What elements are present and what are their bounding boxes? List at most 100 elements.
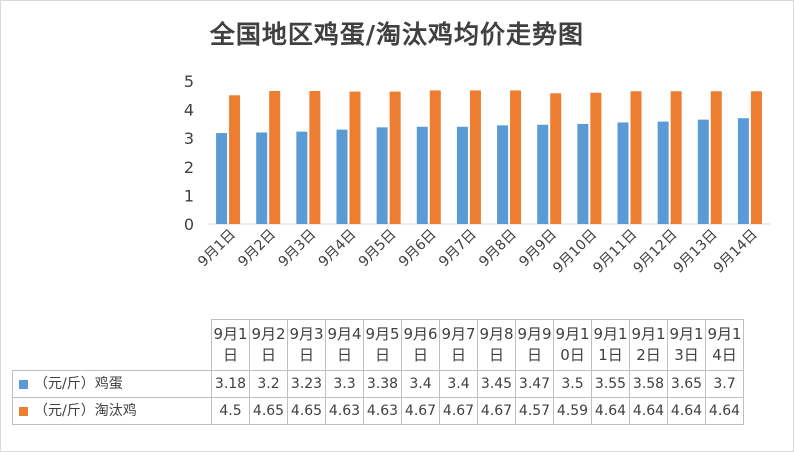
table-header-cell: 9月14日 (705, 319, 744, 371)
bar-egg (697, 119, 709, 224)
table-cell: 4.64 (667, 397, 706, 425)
bar-hen (349, 91, 361, 224)
table-cell: 3.4 (401, 370, 440, 398)
bar-hen (429, 90, 441, 224)
table-cell: 3.58 (629, 370, 668, 398)
table-cell: 4.64 (629, 397, 668, 425)
bar-egg (216, 133, 228, 224)
bar-egg (497, 125, 509, 224)
legend-label: （元/斤）鸡蛋 (34, 376, 123, 392)
bar-egg (537, 124, 549, 224)
bar-hen (630, 91, 642, 225)
table-cell: 4.65 (287, 397, 326, 425)
x-tick-label: 9月11日 (590, 227, 640, 277)
table-cell: 4.63 (363, 397, 402, 425)
bar-egg (256, 132, 268, 224)
table-cell: 4.64 (705, 397, 744, 425)
bar-egg (577, 123, 589, 224)
bar-egg (416, 126, 428, 224)
table-cell: 3.3 (325, 370, 364, 398)
bar-hen (229, 95, 241, 224)
table-header-cell: 9月10日 (553, 319, 592, 371)
table-cell: 4.59 (553, 397, 592, 425)
bar-egg (657, 121, 669, 224)
bar-egg (376, 127, 388, 224)
table-header-cell: 9月13日 (667, 319, 706, 371)
table-header-cell: 9月8日 (477, 319, 516, 371)
x-tick-label: 9月1日 (195, 227, 239, 271)
bar-egg (296, 131, 308, 224)
x-tick-label: 9月4日 (316, 227, 360, 271)
table-row-label: （元/斤）淘汰鸡 (12, 397, 212, 425)
table-cell: 3.2 (249, 370, 288, 398)
table-cell: 3.65 (667, 370, 706, 398)
bar-hen (469, 90, 481, 224)
table-cell: 3.38 (363, 370, 402, 398)
bar-hen (269, 91, 281, 224)
table-cell: 4.5 (211, 397, 250, 425)
table-header-cell: 9月7日 (439, 319, 478, 371)
bar-hen (550, 93, 562, 224)
table-header-cell: 9月3日 (287, 319, 326, 371)
bar-egg (336, 129, 348, 224)
table-cell: 4.63 (325, 397, 364, 425)
chart-title: 全国地区鸡蛋/淘汰鸡均价走势图 (209, 20, 585, 49)
table-cell: 4.65 (249, 397, 288, 425)
table-cell: 3.4 (439, 370, 478, 398)
bar-hen (309, 91, 321, 224)
table-header-cell: 9月12日 (629, 319, 668, 371)
bar-egg (737, 118, 749, 224)
table-cell: 3.47 (515, 370, 554, 398)
x-tick-label: 9月3日 (275, 227, 319, 271)
bar-hen (389, 91, 401, 224)
table-cell: 4.67 (401, 397, 440, 425)
table-cell: 3.7 (705, 370, 744, 398)
table-cell: 3.5 (553, 370, 592, 398)
table-header-cell: 9月1日 (211, 319, 250, 371)
table-header-cell: 9月11日 (591, 319, 630, 371)
legend-swatch (19, 379, 28, 389)
table-row-label: （元/斤）鸡蛋 (12, 370, 212, 398)
y-tick-label: 0 (184, 215, 194, 234)
table-header-cell: 9月4日 (325, 319, 364, 371)
table-header-cell: 9月6日 (401, 319, 440, 371)
table-cell: 4.67 (439, 397, 478, 425)
table-header-cell: 9月9日 (515, 319, 554, 371)
bar-hen (590, 92, 602, 224)
x-tick-label: 9月8日 (476, 227, 520, 271)
table-cell: 3.55 (591, 370, 630, 398)
table-cell: 3.18 (211, 370, 250, 398)
table-corner (12, 319, 212, 371)
y-tick-label: 3 (184, 129, 194, 148)
data-table: 9月1日 9月2日 9月3日 9月4日 9月5日 9月6日 9月7日 9月8日 9月9日 9月10… (12, 319, 744, 425)
table-row: （元/斤）鸡蛋 3.18 3.2 3.23 3.3 3.38 3.4 3.4 3.45 3.47 3… (12, 370, 744, 398)
x-tick-label: 9月2日 (235, 227, 279, 271)
table-cell: 4.57 (515, 397, 554, 425)
bar-hen (710, 91, 722, 225)
x-tick-label: 9月6日 (396, 227, 440, 271)
x-tick-label: 9月7日 (436, 227, 480, 271)
y-tick-label: 2 (184, 158, 194, 177)
x-tick-label: 9月5日 (356, 227, 400, 271)
x-tick-label: 9月10日 (550, 227, 600, 277)
legend-swatch (19, 406, 28, 416)
bar-hen (750, 91, 762, 225)
x-tick-label: 9月13日 (671, 227, 721, 277)
table-header-cell: 9月2日 (249, 319, 288, 371)
bar-egg (617, 122, 629, 224)
table-cell: 4.64 (591, 397, 630, 425)
bar-hen (510, 90, 522, 224)
bar-hen (670, 91, 682, 225)
bar-egg (456, 126, 468, 224)
legend-label: （元/斤）淘汰鸡 (34, 403, 137, 419)
table-header-cell: 9月5日 (363, 319, 402, 371)
table-row: （元/斤）淘汰鸡 4.5 4.65 4.65 4.63 4.63 4.67 4.67 4.67 4… (12, 397, 744, 425)
table-cell: 3.23 (287, 370, 326, 398)
x-tick-label: 9月14日 (711, 227, 761, 277)
x-tick-label: 9月12日 (630, 227, 680, 277)
y-tick-label: 5 (184, 72, 194, 91)
table-cell: 3.45 (477, 370, 516, 398)
y-tick-label: 1 (184, 186, 194, 205)
